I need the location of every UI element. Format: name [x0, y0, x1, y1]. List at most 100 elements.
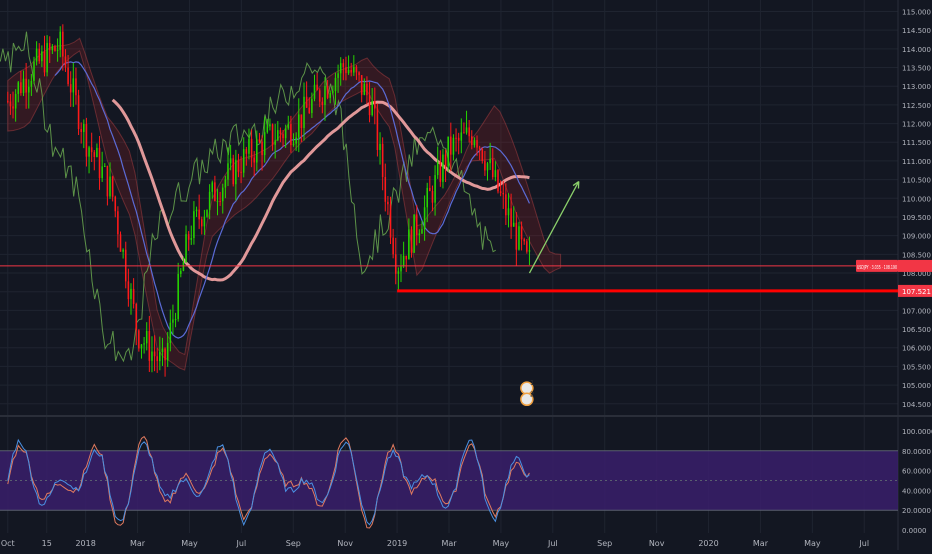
event-label: 1	[530, 379, 534, 387]
candle-body	[279, 130, 282, 135]
candle-body	[442, 154, 444, 182]
candle-body	[143, 343, 145, 345]
candle-body	[206, 209, 208, 217]
price-tick-label: 107.000	[902, 307, 931, 315]
candle-body	[450, 136, 452, 155]
price-tick-label: 106.000	[902, 345, 931, 353]
candle-body	[494, 170, 497, 178]
candle-body	[368, 95, 371, 116]
candle-body	[27, 86, 30, 93]
candle-body	[156, 356, 158, 362]
candle-body	[366, 83, 368, 96]
candle-body	[305, 96, 308, 108]
price-tick-label: 108.500	[902, 251, 931, 259]
candle-body	[455, 137, 457, 139]
price-tick-label: 114.000	[902, 46, 931, 54]
price-tick-label: 108.000	[902, 270, 931, 278]
candle-body	[266, 126, 269, 133]
candle-body	[214, 182, 216, 201]
candle-body	[515, 222, 518, 250]
candle-body	[46, 43, 48, 73]
candle-body	[208, 191, 211, 210]
candle-body	[237, 159, 240, 172]
candle-body	[347, 69, 350, 74]
candle-body	[329, 92, 332, 98]
candle-body	[468, 127, 470, 137]
candle-body	[69, 84, 72, 93]
candle-body	[48, 43, 51, 51]
candle-body	[185, 234, 187, 263]
candle-body	[103, 165, 106, 167]
candle-body	[426, 187, 429, 208]
candle-body	[269, 124, 271, 127]
candle-body	[507, 208, 510, 216]
candle-body	[174, 319, 177, 321]
cloud-band	[7, 37, 562, 371]
candle-body	[311, 98, 313, 113]
last-price-axis-tag	[898, 259, 932, 272]
price-tick-label: 114.500	[902, 27, 931, 35]
candle-body	[85, 123, 88, 157]
candle-body	[471, 136, 473, 146]
candle-body	[439, 161, 442, 182]
candle-body	[371, 100, 373, 116]
price-tick-label: 105.000	[902, 382, 931, 390]
candle-body	[67, 67, 69, 85]
candle-body	[135, 303, 138, 331]
candle-body	[290, 124, 292, 146]
candle-body	[481, 148, 484, 161]
candle-body	[486, 163, 489, 171]
stoch-tick-label: 0.0000	[902, 527, 927, 535]
candle-body	[98, 147, 101, 179]
candle-body	[9, 101, 12, 107]
price-tick-label: 115.000	[902, 8, 931, 16]
candle-body	[457, 137, 460, 141]
candle-body	[62, 31, 64, 57]
candle-body	[300, 114, 303, 128]
price-tick-label: 106.500	[902, 326, 931, 334]
support-tag	[898, 284, 932, 297]
candle-body	[153, 351, 156, 357]
candle-body	[172, 319, 174, 323]
candles	[7, 24, 531, 377]
candle-body	[122, 249, 124, 252]
candle-body	[22, 78, 25, 94]
candle-body	[413, 214, 415, 253]
candle-body	[297, 114, 300, 138]
stoch-d-line	[7, 435, 530, 529]
candle-body	[274, 140, 276, 145]
candle-body	[177, 273, 179, 320]
candle-body	[258, 139, 261, 142]
candle-body	[106, 165, 109, 197]
candle-body	[374, 100, 376, 109]
time-tick-label: May	[493, 539, 510, 548]
candle-body	[127, 281, 130, 300]
candle-body	[408, 229, 410, 260]
candle-body	[339, 63, 342, 74]
price-tick-label: 113.500	[902, 65, 931, 73]
candle-body	[203, 216, 206, 227]
price-axis: 115.000 114.500 114.000 113.500 113.000 112.5…	[902, 8, 932, 535]
candle-body	[355, 66, 358, 73]
price-tick-label: 112.000	[902, 121, 931, 129]
candle-body	[200, 219, 203, 227]
candle-body	[345, 67, 347, 74]
last-price-text: USDJPY · 3.035 · 108.190	[857, 265, 897, 271]
candle-body	[308, 107, 311, 113]
candle-body	[132, 288, 135, 304]
candle-body	[523, 239, 525, 242]
candle-body	[528, 250, 531, 252]
candle-body	[114, 196, 117, 212]
time-tick-label: 2020	[698, 539, 718, 548]
candle-body	[169, 322, 172, 343]
candle-body	[256, 139, 258, 163]
candle-body	[387, 201, 389, 205]
candle-body	[7, 101, 9, 103]
candle-body	[478, 147, 481, 149]
candle-body	[381, 143, 384, 177]
candle-body	[159, 352, 161, 362]
candle-body	[313, 84, 316, 99]
candle-body	[389, 204, 392, 238]
